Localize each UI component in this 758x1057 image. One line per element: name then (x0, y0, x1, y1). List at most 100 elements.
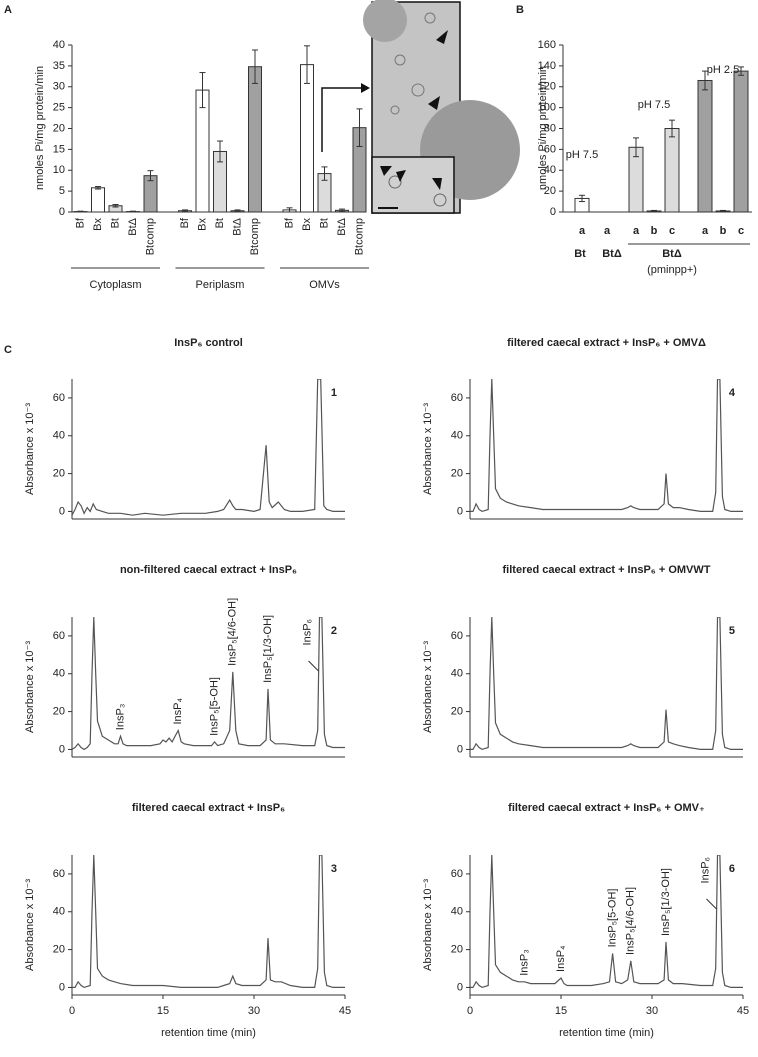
x-tick-label: a (604, 225, 611, 237)
group-label: BtΔ (662, 248, 682, 260)
x-tick-label: 0 (69, 1005, 75, 1017)
series-label: BtΔ (231, 217, 243, 235)
vesicle (424, 12, 436, 24)
y-tick-label: 40 (53, 668, 65, 680)
bar (664, 128, 680, 213)
bar (248, 66, 262, 213)
series-label: Bt (318, 218, 330, 228)
y-tick-label: 40 (53, 906, 65, 918)
trace (72, 855, 345, 989)
y-tick-label: 30 (53, 81, 65, 93)
trace (470, 379, 743, 513)
arrow (321, 87, 362, 152)
y-tick-label: 40 (53, 430, 65, 442)
chart-title: filtered caecal extract + InsP₆ + OMV₊ (508, 802, 705, 814)
x-tick-label: 30 (248, 1005, 260, 1017)
x-tick-label: c (738, 225, 744, 237)
y-tick-label: 5 (59, 185, 65, 197)
category-label: OMVs (309, 279, 340, 291)
panel-number: 2 (331, 625, 337, 637)
y-tick-label: 60 (53, 868, 65, 880)
arrowhead (432, 178, 442, 190)
annotation: pH 7.5 (566, 149, 598, 161)
bar (733, 70, 749, 213)
micrograph (321, 0, 520, 214)
y-tick-label: 0 (457, 743, 463, 755)
group-note: (pminpp+) (647, 264, 697, 276)
panel-number: 4 (729, 387, 736, 399)
bar (91, 187, 105, 213)
series-label: Bf (74, 217, 86, 228)
y-axis-label: nmoles Pi/mg protein/min (34, 66, 46, 190)
bar (300, 64, 314, 213)
leader-line (308, 660, 319, 672)
series-label: Bf (283, 217, 295, 228)
arrow-head (361, 83, 370, 93)
x-tick-label: 45 (737, 1005, 749, 1017)
chart-title: filtered caecal extract + InsP₆ + OMVWT (503, 564, 711, 576)
arrowhead (436, 30, 448, 44)
vesicle (433, 193, 447, 207)
x-tick-label: b (651, 225, 658, 237)
y-tick-label: 20 (451, 944, 463, 956)
y-axis-label: Absorbance x 10⁻³ (24, 879, 36, 971)
vesicle (390, 105, 400, 115)
annotation: pH 7.5 (638, 99, 670, 111)
panel-letter: B (516, 4, 524, 16)
x-tick-label: 0 (467, 1005, 473, 1017)
x-tick-label: 45 (339, 1005, 351, 1017)
peak-label: InsP₅[1/3-OH] (660, 868, 672, 936)
x-tick-label: a (579, 225, 586, 237)
y-tick-label: 60 (544, 143, 556, 155)
y-tick-label: 25 (53, 102, 65, 114)
bar (697, 79, 713, 213)
chart-title: InsP₆ control (174, 337, 243, 349)
y-tick-label: 160 (538, 39, 556, 51)
y-tick-label: 0 (59, 505, 65, 517)
y-tick-label: 0 (457, 981, 463, 993)
group-label: BtΔ (602, 248, 622, 260)
peak-label: InsP₅[4/6-OH] (227, 598, 239, 666)
x-tick-label: a (633, 225, 640, 237)
panel-number: 6 (729, 863, 735, 875)
bar (195, 89, 210, 213)
category-label: Cytoplasm (90, 279, 142, 291)
y-tick-label: 10 (53, 164, 65, 176)
y-tick-label: 20 (53, 122, 65, 134)
peak-label: InsP₄ (555, 945, 567, 972)
y-tick-label: 20 (451, 706, 463, 718)
x-tick-label: b (720, 225, 727, 237)
peak-label: InsP₃ (114, 704, 126, 731)
peak-label: InsP₅[5-OH] (606, 889, 618, 948)
trace (470, 617, 743, 751)
inset (371, 156, 455, 214)
y-tick-label: 20 (53, 706, 65, 718)
series-label: Bx (196, 218, 208, 231)
y-tick-label: 40 (544, 164, 556, 176)
vesicle (388, 175, 402, 189)
vesicle (394, 54, 406, 66)
y-axis-label: nmoles Pi/mg protein/min (537, 66, 549, 190)
y-axis-label: Absorbance x 10⁻³ (422, 641, 434, 733)
series-label: BtΔ (336, 217, 348, 235)
x-axis-label: retention time (min) (161, 1027, 256, 1039)
y-axis-label: Absorbance x 10⁻³ (24, 641, 36, 733)
series-label: Bf (179, 217, 191, 228)
y-tick-label: 60 (53, 630, 65, 642)
leader-line (706, 898, 717, 910)
trace (72, 617, 345, 751)
y-tick-label: 0 (59, 206, 65, 218)
vesicle (411, 83, 425, 97)
y-axis-label: Absorbance x 10⁻³ (24, 403, 36, 495)
y-tick-label: 60 (53, 392, 65, 404)
cell (363, 0, 407, 42)
y-tick-label: 0 (550, 206, 556, 218)
y-tick-label: 0 (59, 743, 65, 755)
y-tick-label: 80 (544, 122, 556, 134)
chart-title: filtered caecal extract + InsP₆ (132, 802, 285, 814)
x-axis-label: retention time (min) (559, 1027, 654, 1039)
series-label: Btcomp (249, 218, 261, 255)
y-tick-label: 120 (538, 81, 556, 93)
peak-label: InsP₃ (519, 949, 531, 976)
series-label: Btcomp (144, 218, 156, 255)
